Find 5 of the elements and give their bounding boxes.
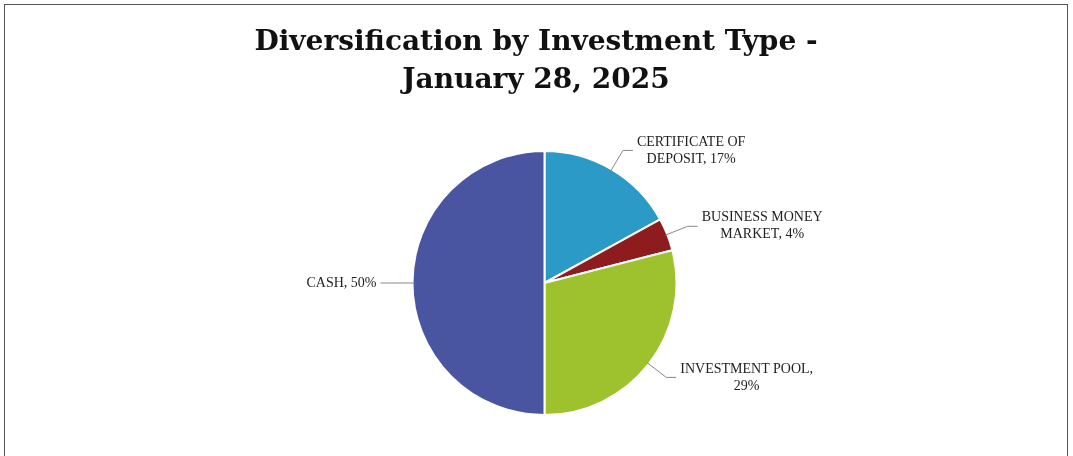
slice-label: CASH, 50%	[306, 274, 377, 290]
chart-title: Diversification by Investment Type - January 28, 2025	[253, 23, 819, 97]
slice-label: BUSINESS MONEY MARKET, 4%	[701, 209, 823, 242]
slice-label: INVESTMENT POOL, 29%	[680, 360, 814, 393]
slice-label: CERTIFICATE OF DEPOSIT, 17%	[636, 133, 746, 166]
